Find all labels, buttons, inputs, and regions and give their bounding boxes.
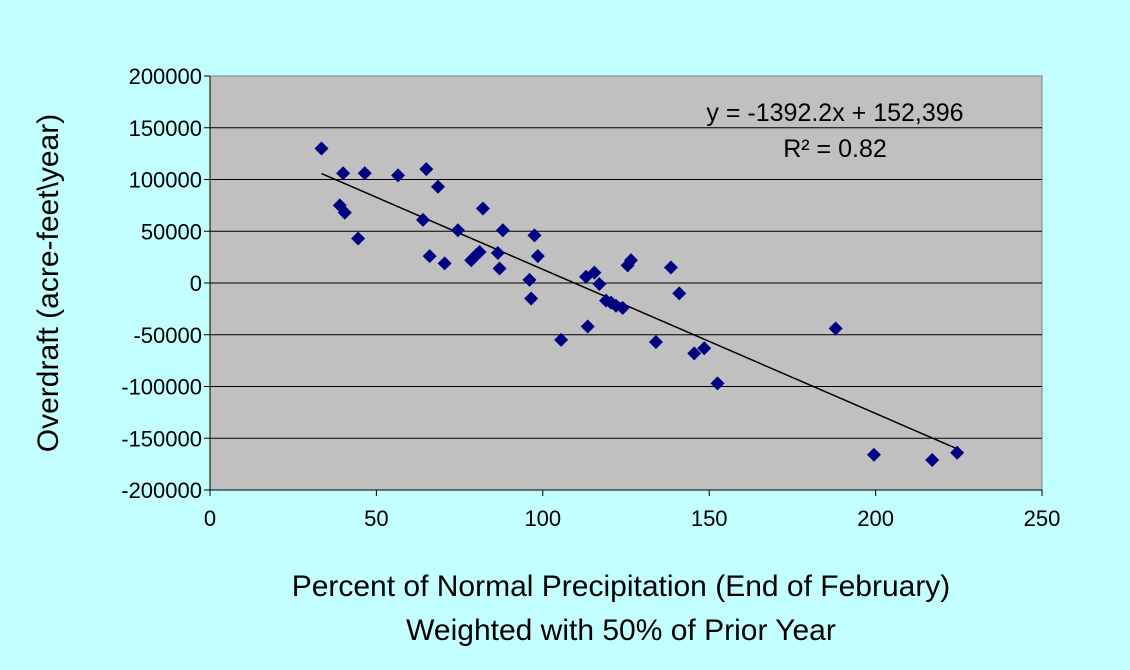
y-tick-label: -150000 (121, 426, 202, 451)
data-point (828, 321, 843, 336)
data-point (422, 249, 437, 264)
x-tick-label: 50 (364, 506, 388, 531)
data-point (710, 376, 725, 391)
data-point (430, 179, 445, 194)
data-point (663, 260, 678, 275)
data-point (580, 319, 595, 334)
x-tick-label: 150 (691, 506, 728, 531)
data-point (587, 265, 602, 280)
data-point (415, 212, 430, 227)
axes (209, 76, 1042, 491)
data-point (475, 201, 490, 216)
y-tick-label: -50000 (133, 323, 202, 348)
x-tick-label: 100 (524, 506, 561, 531)
x-axis-title-line2: Weighted with 50% of Prior Year (406, 614, 836, 647)
y-tick-label: 50000 (141, 219, 202, 244)
data-point (357, 166, 372, 181)
data-point (648, 334, 663, 349)
data-point (697, 341, 712, 356)
y-tick-label: -200000 (121, 478, 202, 503)
data-point (950, 445, 965, 460)
y-tick-label: 150000 (129, 116, 202, 141)
data-point (314, 141, 329, 156)
x-tick-label: 0 (204, 506, 216, 531)
y-tick-label: 100000 (129, 168, 202, 193)
data-point (554, 332, 569, 347)
data-points (314, 141, 965, 467)
trend-equation: y = -1392.2x + 152,396 (706, 99, 963, 127)
data-point (623, 253, 638, 268)
y-tick-labels: 200000 150000 100000 50000 0 -50000 -100000 -15… (121, 64, 202, 503)
x-tick-label: 250 (1024, 506, 1061, 531)
x-axis-title-line1: Percent of Normal Precipitation (End of … (292, 570, 951, 603)
r-squared-label: R² = 0.82 (783, 135, 887, 163)
data-point (687, 346, 702, 361)
data-point (336, 166, 351, 181)
data-point (672, 286, 687, 301)
data-point (492, 261, 507, 276)
data-point (351, 231, 366, 246)
data-point (419, 162, 434, 177)
data-point (522, 272, 537, 287)
y-tick-label: 0 (190, 271, 202, 296)
data-point (337, 205, 352, 220)
data-point (866, 447, 881, 462)
x-tick-label: 200 (857, 506, 894, 531)
y-tick-label: 200000 (129, 64, 202, 89)
data-point (925, 452, 940, 467)
data-point (524, 291, 539, 306)
data-point (495, 223, 510, 238)
data-point (437, 256, 452, 271)
gridlines (204, 75, 1043, 496)
data-point (450, 223, 465, 238)
data-point (615, 300, 630, 315)
data-point (592, 277, 607, 292)
y-tick-label: -100000 (121, 375, 202, 400)
data-point (391, 168, 406, 183)
x-tick-labels: 0 50 100 150 200 250 (204, 506, 1060, 531)
data-point (530, 249, 545, 264)
data-point (490, 245, 505, 260)
data-point (472, 244, 487, 259)
y-axis-title: Overdraft (acre-feet\year) (32, 114, 65, 452)
data-point (527, 228, 542, 243)
